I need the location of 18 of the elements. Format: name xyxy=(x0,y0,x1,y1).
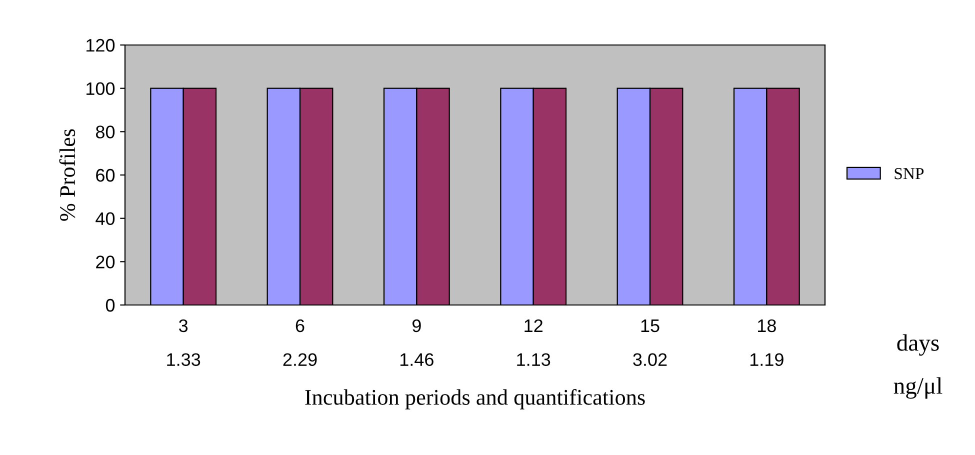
text: ng/μl xyxy=(894,377,942,399)
y-tick-label: 100 xyxy=(86,82,115,96)
y-tick-label: 80 xyxy=(96,126,115,138)
x-tick-label: 18 1.19 xyxy=(750,319,784,366)
x-tick-label: 12 1.13 xyxy=(517,319,550,366)
x-tick-label: 6 2.29 xyxy=(283,319,317,366)
y-tick-label: 120 xyxy=(86,38,115,52)
x-axis-title: Incubation periods and quantifications xyxy=(305,389,645,410)
legend-label: SNP xyxy=(894,168,924,180)
y-tick-label: 60 xyxy=(96,168,115,182)
y-tick-label: 20 xyxy=(96,256,115,268)
text: days xyxy=(897,334,939,356)
y-tick-label: 0 xyxy=(106,298,115,312)
x-tick-label: 9 1.46 xyxy=(400,319,434,366)
x-tick-label: 15 3.02 xyxy=(633,320,667,366)
y-tick-label: 40 xyxy=(96,212,115,226)
y-axis-title: % Profiles xyxy=(59,129,76,221)
x-tick-label: 3 1.33 xyxy=(167,319,200,366)
